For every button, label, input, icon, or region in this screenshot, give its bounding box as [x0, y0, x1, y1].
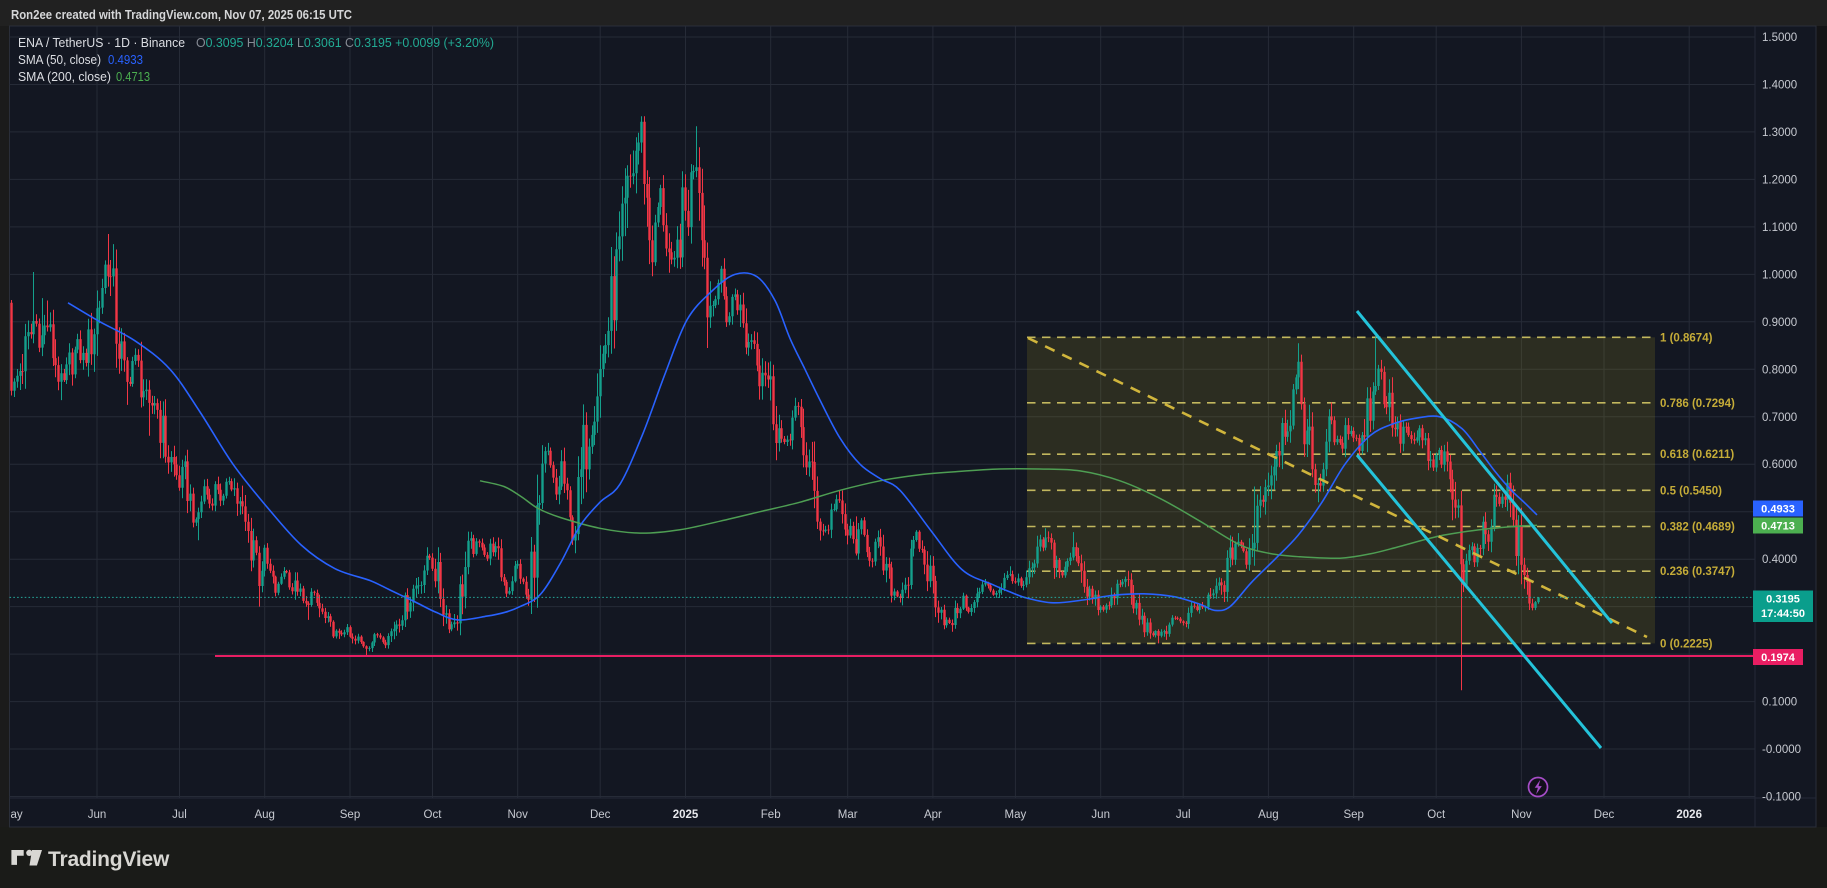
svg-text:0.6000: 0.6000	[1762, 459, 1797, 471]
svg-text:0.4713: 0.4713	[116, 70, 150, 84]
svg-text:-0.0000: -0.0000	[1762, 744, 1801, 756]
svg-text:0.4933: 0.4933	[1761, 504, 1795, 516]
svg-text:SMA (50, close): SMA (50, close)	[18, 53, 101, 67]
svg-text:TradingView: TradingView	[48, 848, 170, 871]
svg-text:Dec: Dec	[590, 809, 611, 821]
svg-text:1.0000: 1.0000	[1762, 269, 1797, 281]
svg-text:-0.1000: -0.1000	[1762, 792, 1801, 804]
svg-text:O0.3095 H0.3204 L0.3061 C0.319: O0.3095 H0.3204 L0.3061 C0.3195 +0.0099 …	[196, 36, 494, 50]
svg-text:2025: 2025	[673, 809, 699, 821]
svg-text:Jul: Jul	[172, 809, 187, 821]
svg-text:May: May	[1, 809, 23, 821]
svg-text:0.4713: 0.4713	[1761, 521, 1795, 533]
svg-text:Nov: Nov	[1511, 809, 1532, 821]
svg-text:SMA (200, close): SMA (200, close)	[18, 70, 111, 84]
svg-text:1.4000: 1.4000	[1762, 80, 1797, 92]
svg-text:ENA / TetherUS · 1D · Binance: ENA / TetherUS · 1D · Binance	[18, 36, 185, 50]
svg-text:Nov: Nov	[507, 809, 528, 821]
svg-text:0.9000: 0.9000	[1762, 317, 1797, 329]
svg-text:Oct: Oct	[1427, 809, 1446, 821]
svg-text:Aug: Aug	[1258, 809, 1278, 821]
svg-text:Oct: Oct	[424, 809, 443, 821]
svg-text:Sep: Sep	[340, 809, 360, 821]
svg-text:Feb: Feb	[761, 809, 781, 821]
svg-text:1 (0.8674): 1 (0.8674)	[1660, 332, 1713, 344]
svg-text:Apr: Apr	[924, 809, 942, 821]
svg-text:0.3195: 0.3195	[1766, 594, 1800, 606]
svg-text:0.4000: 0.4000	[1762, 554, 1797, 566]
svg-text:Mar: Mar	[838, 809, 858, 821]
svg-text:0.7000: 0.7000	[1762, 412, 1797, 424]
svg-text:May: May	[1005, 809, 1027, 821]
svg-text:0.786 (0.7294): 0.786 (0.7294)	[1660, 398, 1735, 410]
svg-text:Jul: Jul	[1176, 809, 1191, 821]
svg-text:1.5000: 1.5000	[1762, 32, 1797, 44]
svg-text:Jun: Jun	[88, 809, 107, 821]
svg-text:0.1000: 0.1000	[1762, 697, 1797, 709]
svg-text:0.4933: 0.4933	[108, 53, 143, 67]
svg-text:Sep: Sep	[1343, 809, 1363, 821]
svg-text:Aug: Aug	[254, 809, 274, 821]
svg-text:0 (0.2225): 0 (0.2225)	[1660, 638, 1713, 650]
svg-text:1.2000: 1.2000	[1762, 174, 1797, 186]
svg-text:2026: 2026	[1676, 809, 1702, 821]
svg-text:0.1974: 0.1974	[1761, 652, 1796, 664]
svg-text:1.3000: 1.3000	[1762, 127, 1797, 139]
svg-text:0.5 (0.5450): 0.5 (0.5450)	[1660, 485, 1722, 497]
svg-text:17:44:50: 17:44:50	[1761, 608, 1805, 620]
svg-text:0.618 (0.6211): 0.618 (0.6211)	[1660, 449, 1734, 461]
svg-text:Ron2ee created with TradingVie: Ron2ee created with TradingView.com, Nov…	[11, 8, 352, 22]
svg-text:1.1000: 1.1000	[1762, 222, 1797, 234]
svg-text:0.382 (0.4689): 0.382 (0.4689)	[1660, 522, 1735, 534]
svg-text:0.236 (0.3747): 0.236 (0.3747)	[1660, 566, 1735, 578]
svg-text:Jun: Jun	[1091, 809, 1110, 821]
svg-text:0.8000: 0.8000	[1762, 364, 1797, 376]
svg-text:Dec: Dec	[1594, 809, 1615, 821]
